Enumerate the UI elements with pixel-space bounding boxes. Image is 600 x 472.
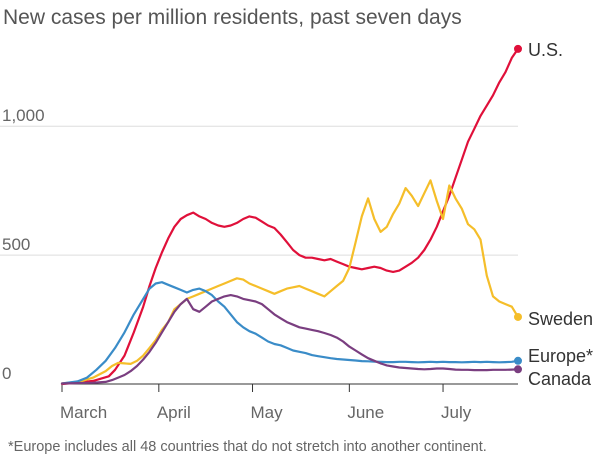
- series-line-sweden: [60, 179, 520, 385]
- x-tick-label-july: July: [441, 403, 472, 422]
- chart-title: New cases per million residents, past se…: [3, 6, 462, 29]
- series-line-canada: [60, 294, 520, 385]
- series-label-us: U.S.: [528, 40, 563, 60]
- y-tick-label-0: 0: [2, 364, 11, 383]
- y-tick-label-1000: 1,000: [2, 106, 45, 125]
- series-end-markers: U.S. Sweden Europe* Canada: [514, 40, 593, 389]
- x-tick-label-march: March: [60, 403, 107, 422]
- series-end-dot-sweden: [514, 312, 522, 321]
- x-tick-label-june: June: [347, 403, 384, 422]
- x-tick-label-may: May: [251, 403, 284, 422]
- series-label-canada: Canada: [528, 369, 592, 389]
- series-line-us: [60, 47, 520, 386]
- x-tick-label-april: April: [157, 403, 191, 422]
- chart-footnote: *Europe includes all 48 countries that d…: [8, 439, 487, 455]
- series-end-dot-canada: [514, 365, 522, 374]
- series-end-dot-europe: [514, 356, 522, 365]
- series-line-europe: [60, 281, 520, 385]
- series-label-europe: Europe*: [528, 346, 593, 366]
- y-axis-ticks: 0 500 1,000: [2, 106, 45, 383]
- series-lines: [60, 47, 520, 386]
- y-tick-label-500: 500: [2, 235, 30, 254]
- x-axis-ticks: March April May June July: [60, 384, 472, 422]
- series-end-dot-us: [514, 44, 522, 53]
- gridlines: [0, 125, 518, 256]
- series-label-sweden: Sweden: [528, 309, 593, 329]
